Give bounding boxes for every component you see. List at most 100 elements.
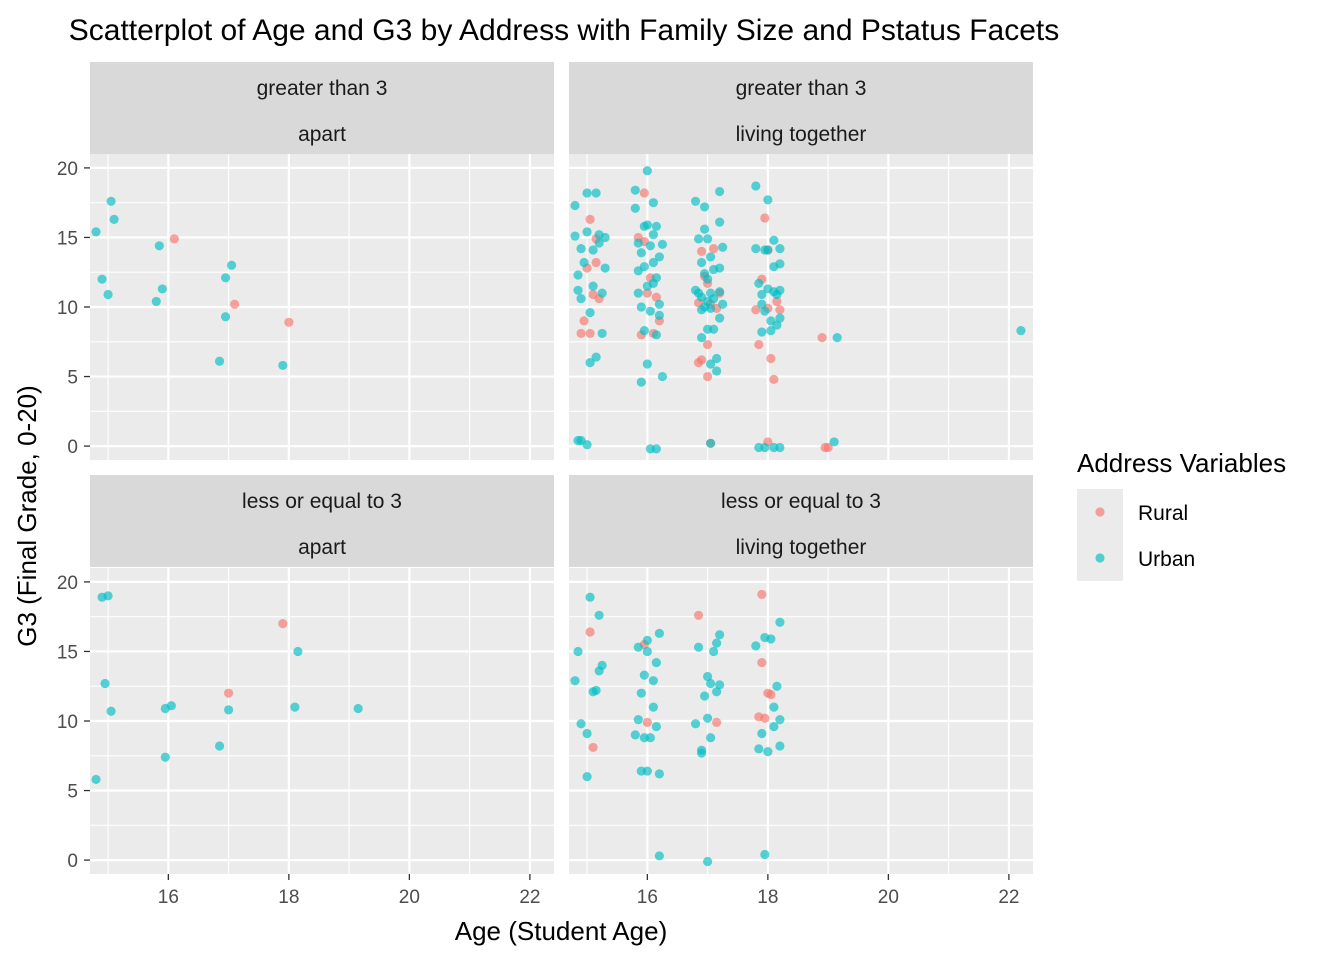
data-point-urban bbox=[769, 702, 779, 712]
data-point-rural bbox=[585, 214, 595, 224]
data-point-rural bbox=[709, 243, 719, 254]
data-point-rural bbox=[760, 713, 770, 723]
data-point-urban bbox=[699, 202, 710, 212]
y-tick-label: 20 bbox=[57, 159, 78, 180]
data-point-rural bbox=[769, 374, 779, 384]
data-point-urban bbox=[760, 849, 770, 860]
data-point-urban bbox=[600, 232, 610, 243]
data-point-rural bbox=[230, 299, 240, 309]
data-point-urban bbox=[772, 681, 782, 691]
legend-key-background bbox=[1077, 489, 1123, 581]
data-point-rural bbox=[591, 257, 601, 268]
y-tick-label: 5 bbox=[67, 782, 78, 803]
facet-strip-pstatus: living together bbox=[736, 536, 867, 559]
legend-key-rural bbox=[1095, 507, 1105, 517]
data-point-urban bbox=[278, 360, 288, 371]
data-point-urban bbox=[636, 688, 646, 698]
data-point-urban bbox=[594, 238, 604, 248]
data-point-urban bbox=[775, 442, 785, 453]
data-point-urban bbox=[642, 766, 652, 776]
data-point-urban bbox=[693, 234, 704, 244]
y-axis-title: G3 (Final Grade, 0-20) bbox=[12, 385, 42, 647]
y-tick-label: 15 bbox=[57, 228, 78, 249]
data-point-urban bbox=[576, 719, 586, 729]
x-tick-label: 22 bbox=[519, 887, 540, 908]
data-point-rural bbox=[766, 353, 776, 364]
data-point-urban bbox=[763, 747, 773, 757]
data-point-urban bbox=[633, 238, 643, 248]
data-point-urban bbox=[220, 273, 231, 283]
data-point-urban bbox=[709, 324, 719, 334]
data-point-urban bbox=[757, 299, 767, 309]
data-point-urban bbox=[591, 352, 601, 362]
data-point-urban bbox=[654, 628, 664, 638]
data-point-urban bbox=[582, 728, 592, 739]
data-point-urban bbox=[715, 630, 725, 640]
data-point-urban bbox=[709, 294, 719, 304]
data-point-urban bbox=[645, 733, 655, 743]
data-point-urban bbox=[573, 285, 583, 295]
data-point-urban bbox=[775, 741, 785, 751]
facet-strip bbox=[90, 62, 554, 154]
data-point-urban bbox=[696, 333, 707, 343]
data-point-urban bbox=[630, 185, 640, 195]
data-point-urban bbox=[594, 610, 604, 620]
y-tick-label: 15 bbox=[57, 642, 78, 663]
data-point-urban bbox=[633, 288, 643, 298]
data-point-urban bbox=[630, 203, 640, 213]
data-point-rural bbox=[775, 305, 785, 315]
data-point-urban bbox=[582, 772, 592, 782]
data-point-urban bbox=[702, 713, 713, 723]
data-point-urban bbox=[91, 227, 101, 237]
y-tick-label: 0 bbox=[67, 851, 78, 872]
data-point-urban bbox=[699, 224, 710, 234]
data-point-urban bbox=[642, 359, 652, 369]
data-point-urban bbox=[645, 241, 655, 251]
facet-strip bbox=[569, 475, 1033, 567]
data-point-urban bbox=[718, 299, 728, 309]
data-point-urban bbox=[636, 377, 646, 387]
data-point-urban bbox=[103, 289, 113, 300]
data-point-urban bbox=[223, 705, 234, 715]
legend-title: Address Variables bbox=[1077, 448, 1286, 478]
data-point-urban bbox=[657, 239, 668, 250]
data-point-urban bbox=[654, 299, 664, 309]
data-point-urban bbox=[829, 437, 839, 447]
panel-points bbox=[570, 589, 785, 867]
data-point-rural bbox=[817, 333, 827, 343]
data-point-urban bbox=[690, 196, 701, 206]
data-point-urban bbox=[588, 281, 598, 291]
data-point-rural bbox=[702, 339, 713, 350]
data-point-urban bbox=[591, 188, 601, 198]
data-point-urban bbox=[570, 676, 580, 686]
data-point-urban bbox=[654, 310, 664, 320]
data-point-rural bbox=[169, 234, 179, 244]
data-point-urban bbox=[696, 257, 707, 268]
facet-panel: greater than 3 apart bbox=[90, 62, 554, 460]
data-point-rural bbox=[284, 317, 294, 327]
data-point-urban bbox=[157, 284, 167, 294]
data-point-urban bbox=[715, 217, 725, 227]
data-point-rural bbox=[772, 296, 782, 307]
data-point-urban bbox=[636, 302, 646, 312]
data-point-urban bbox=[573, 646, 583, 657]
data-point-rural bbox=[751, 305, 761, 315]
data-point-urban bbox=[633, 642, 643, 652]
data-point-urban bbox=[651, 273, 661, 283]
data-point-urban bbox=[214, 356, 225, 366]
data-point-urban bbox=[712, 353, 722, 364]
facet-panel: less or equal to 3 living together bbox=[569, 475, 1033, 874]
data-point-urban bbox=[588, 245, 598, 255]
data-point-urban bbox=[657, 371, 668, 382]
data-point-rural bbox=[278, 619, 288, 629]
data-point-urban bbox=[651, 221, 661, 231]
facet-strip bbox=[569, 62, 1033, 154]
data-point-urban bbox=[763, 195, 773, 205]
data-point-urban bbox=[582, 227, 592, 237]
data-point-urban bbox=[160, 752, 170, 762]
facet-strip-pstatus: living together bbox=[736, 123, 867, 146]
data-point-urban bbox=[712, 366, 722, 376]
data-point-urban bbox=[775, 243, 785, 254]
data-point-urban bbox=[651, 330, 661, 340]
